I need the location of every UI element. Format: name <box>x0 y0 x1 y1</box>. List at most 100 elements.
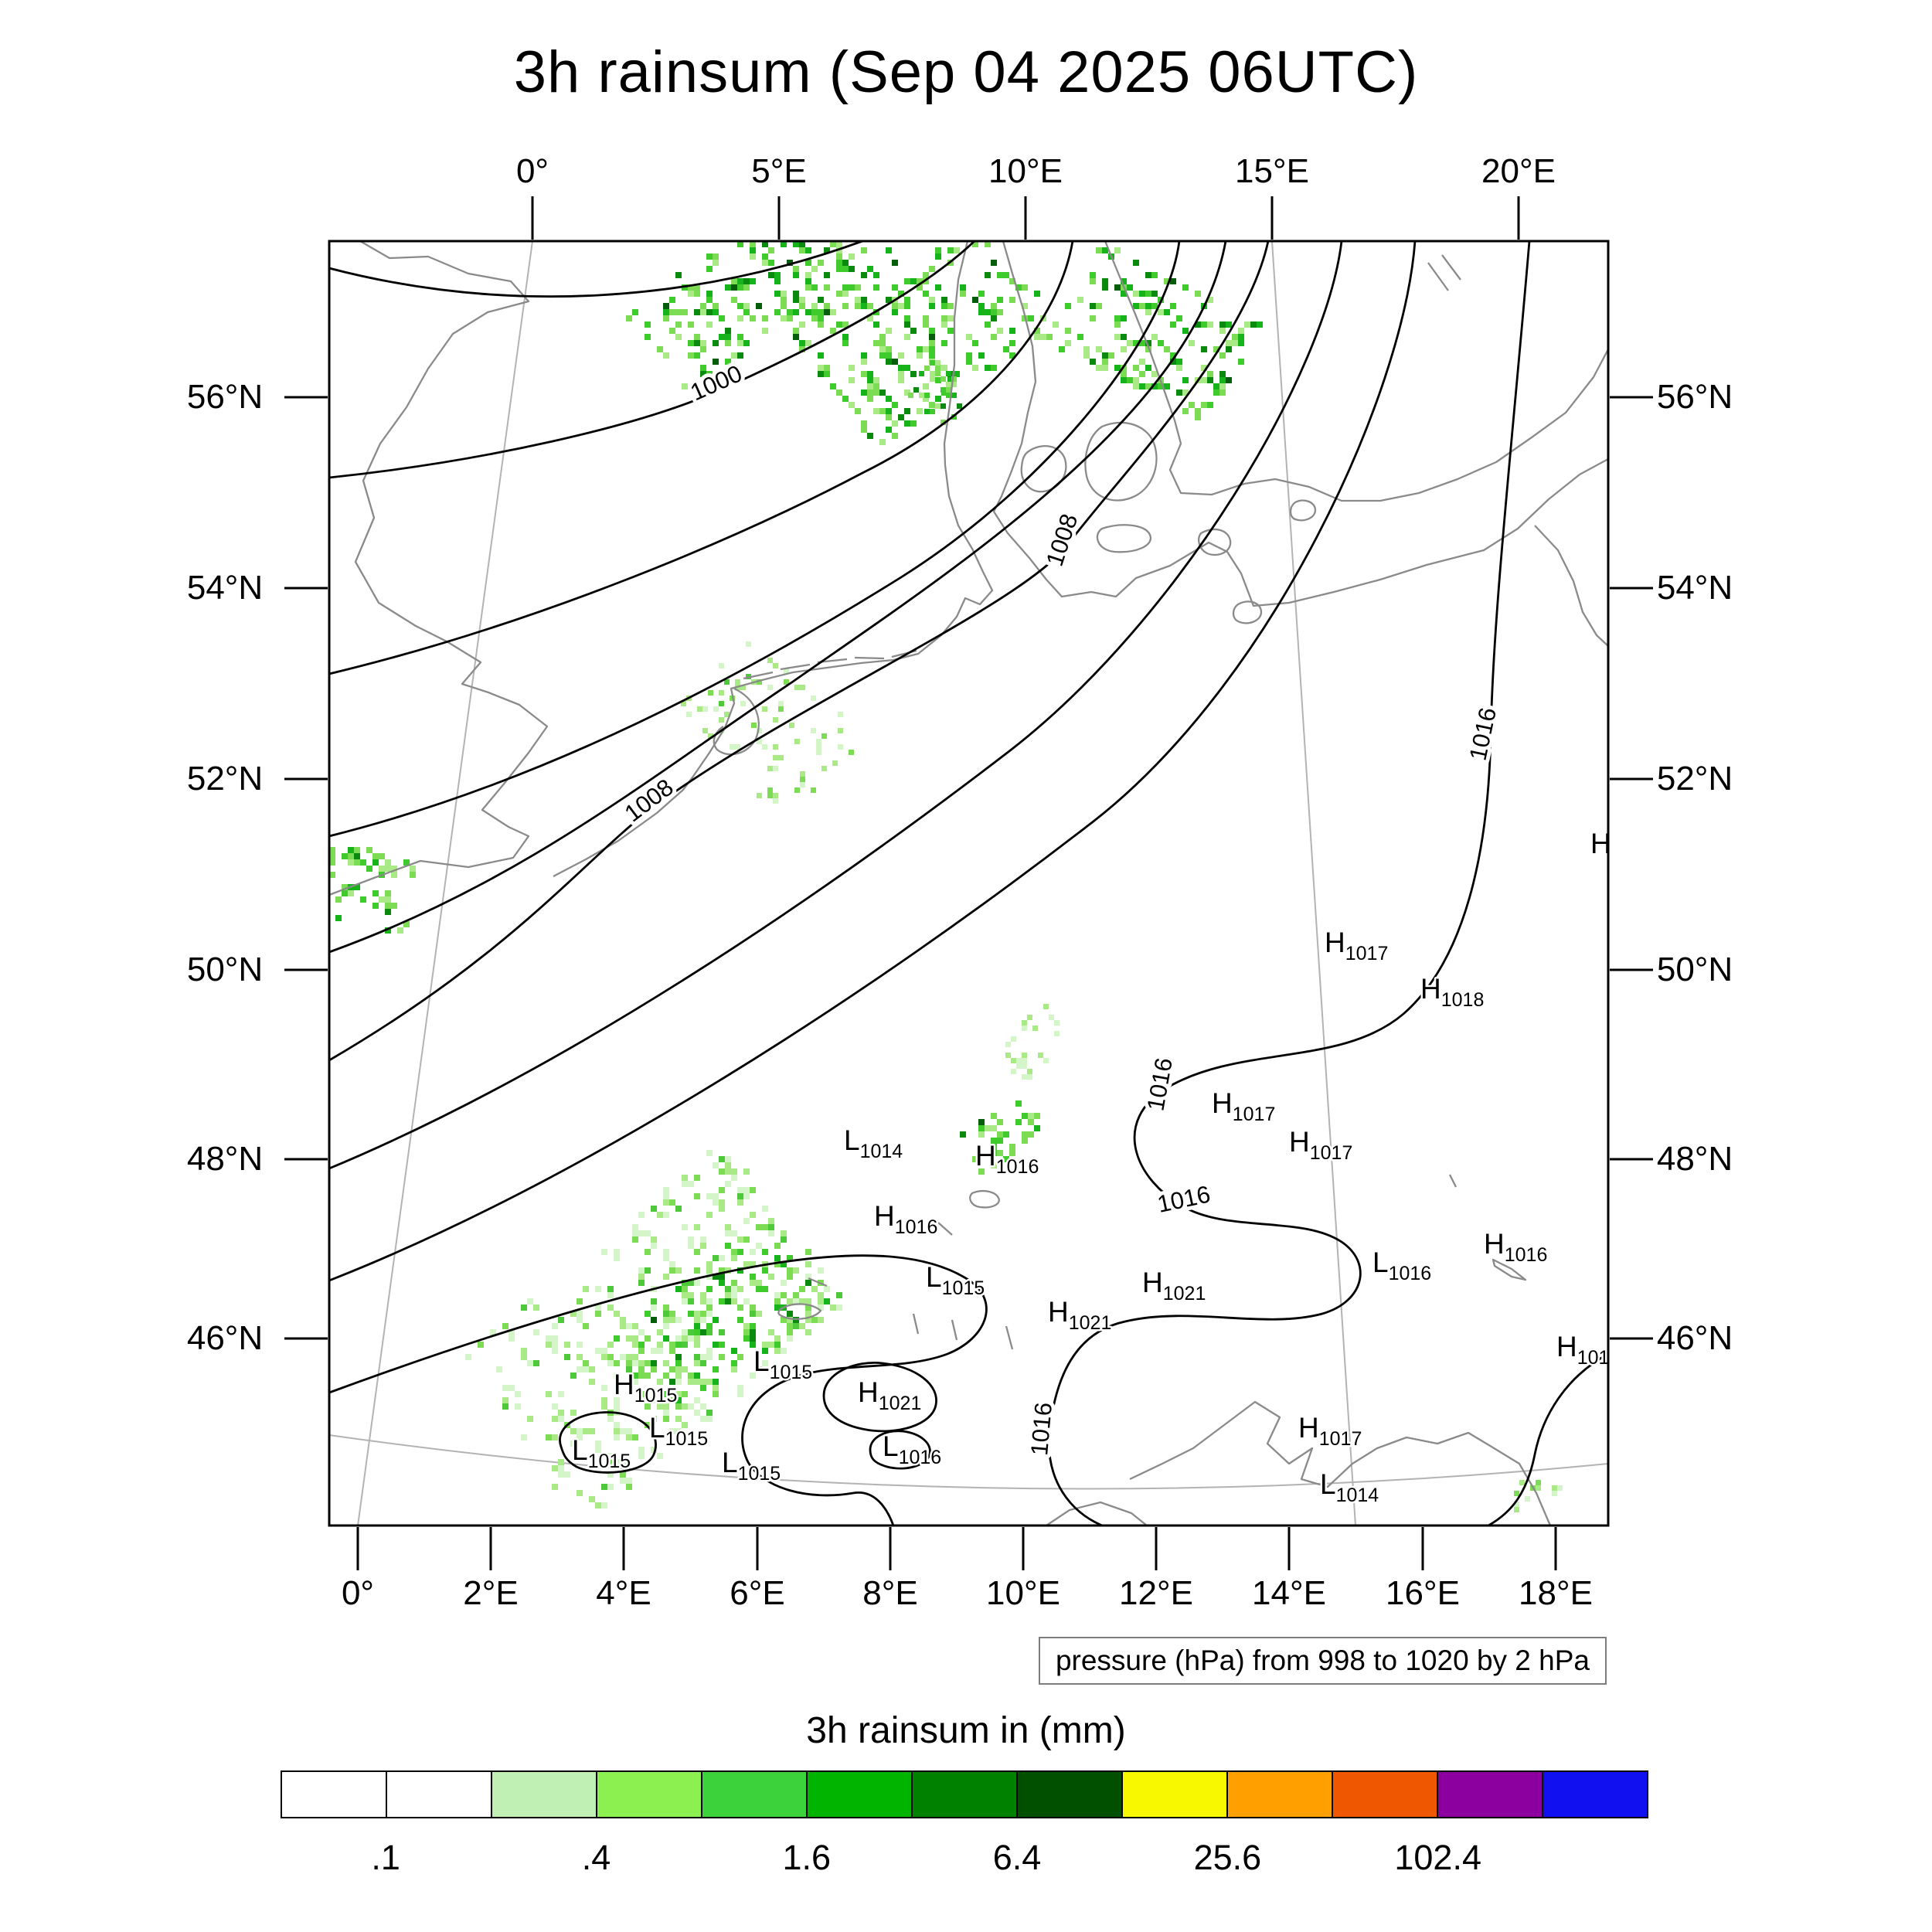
precip-cell <box>824 1298 830 1304</box>
precip-cell <box>1009 340 1015 346</box>
precip-cell <box>694 1311 700 1317</box>
precip-cell <box>1102 278 1108 284</box>
contour-label: 1008 <box>1041 511 1083 570</box>
isobar-1000 <box>329 241 975 479</box>
precip-cell <box>1034 1113 1040 1119</box>
precip-cell <box>762 706 767 712</box>
precip-cell <box>941 303 947 309</box>
precip-cell <box>991 1162 997 1168</box>
precip-cell <box>781 241 787 247</box>
precip-cell <box>1207 377 1213 383</box>
precip-cell <box>638 1329 645 1335</box>
precip-cell <box>681 701 686 706</box>
precip-cell <box>391 866 397 872</box>
precip-cell <box>824 371 830 377</box>
precip-cell <box>774 1292 781 1298</box>
precip-cell <box>731 1249 737 1255</box>
precip-cell <box>830 216 836 223</box>
precip-cell <box>527 1298 533 1304</box>
precip-cell <box>762 1249 768 1255</box>
precip-cell <box>713 1274 719 1280</box>
precip-cell <box>811 303 818 309</box>
precip-cell <box>1213 389 1219 396</box>
precip-cell <box>849 365 855 371</box>
precip-cell <box>838 744 843 750</box>
precip-cell <box>614 1434 620 1440</box>
precip-cell <box>830 383 836 389</box>
precip-cell <box>781 303 787 309</box>
precip-cell <box>663 1199 669 1206</box>
precip-cell <box>762 253 768 260</box>
precip-cell <box>997 297 1003 303</box>
precip-cell <box>750 1212 756 1218</box>
precip-cell <box>750 247 756 253</box>
precip-cell <box>774 278 781 284</box>
precip-cell <box>1219 321 1226 328</box>
precip-cell <box>372 853 379 859</box>
precip-cell <box>558 1410 564 1416</box>
precip-cell <box>768 1224 774 1230</box>
precip-cell <box>706 1379 713 1385</box>
precip-cell <box>651 1366 657 1372</box>
precip-cell <box>1182 377 1189 383</box>
precip-cell <box>713 1193 719 1199</box>
precip-cell <box>311 909 317 915</box>
precip-cell <box>638 1212 645 1218</box>
colorbar-tick-label: 6.4 <box>992 1838 1042 1877</box>
precip-cell <box>379 866 385 872</box>
precip-cell <box>805 1329 811 1335</box>
precip-cell <box>1176 315 1182 321</box>
precip-cell <box>329 847 335 853</box>
precip-cell <box>675 1391 682 1397</box>
pressure-center-label: L1015 <box>926 1261 985 1299</box>
precip-cell <box>663 1410 669 1416</box>
colorbar-cell <box>911 1772 1016 1817</box>
precip-cell <box>757 793 762 798</box>
precip-cell <box>985 241 991 247</box>
precip-cell <box>951 376 957 382</box>
precip-cell <box>946 393 951 398</box>
pressure-center-label: H1017 <box>1298 1412 1362 1450</box>
precip-cell <box>311 890 317 896</box>
precip-cell <box>713 1255 719 1261</box>
precip-cell <box>700 309 706 315</box>
precip-cell <box>923 383 929 389</box>
precip-cell <box>737 1199 743 1206</box>
precip-cell <box>317 878 323 884</box>
precip-cell <box>1114 321 1121 328</box>
precip-cell <box>688 1372 694 1379</box>
precip-cell <box>607 1342 614 1348</box>
precip-cell <box>737 1391 743 1397</box>
precip-cell <box>651 1243 657 1249</box>
precip-cell <box>1065 340 1071 346</box>
precip-cell <box>675 1335 682 1342</box>
precip-cell <box>910 371 917 377</box>
precip-cell <box>1034 328 1040 334</box>
precip-cell <box>614 1397 620 1403</box>
precip-cell <box>1096 346 1102 352</box>
precip-cell <box>842 291 849 297</box>
colorbar-cell <box>491 1772 596 1817</box>
precip-cell <box>849 284 855 291</box>
precip-cell <box>750 1249 756 1255</box>
precip-cell <box>919 393 924 398</box>
precip-cell <box>552 1403 558 1410</box>
precip-cell <box>941 297 947 303</box>
isobar-1004 <box>329 241 1181 838</box>
precip-cell <box>805 284 811 291</box>
precip-cell <box>570 1311 577 1317</box>
precip-cell <box>737 1317 743 1323</box>
precip-cell <box>750 1261 756 1267</box>
precip-cell <box>1009 278 1015 284</box>
precip-cell <box>638 1267 645 1274</box>
precip-cell <box>1059 346 1065 352</box>
precip-cell <box>730 744 735 750</box>
precip-cell <box>910 278 917 284</box>
precip-cell <box>706 1212 713 1218</box>
precip-cell <box>663 352 669 359</box>
precip-cell <box>811 1286 818 1292</box>
precip-cell <box>824 223 830 229</box>
coast-adriatic <box>1046 1400 1552 1526</box>
precip-cell <box>719 1168 725 1175</box>
precip-cell <box>700 365 706 371</box>
